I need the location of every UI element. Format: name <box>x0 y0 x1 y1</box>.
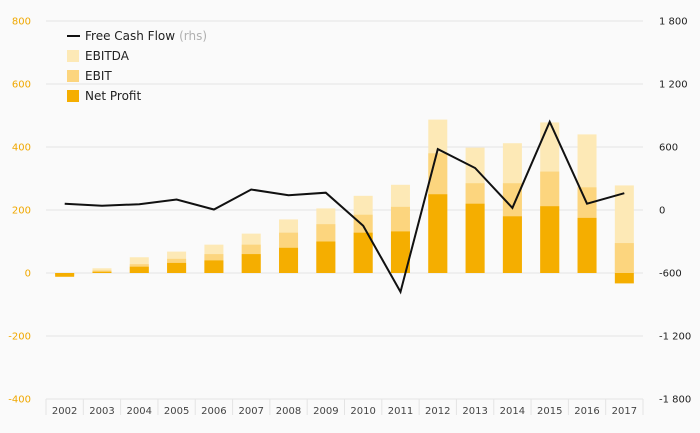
legend-label-text: Free Cash Flow <box>85 29 175 43</box>
x-tick-label: 2005 <box>164 406 189 417</box>
line-free-cash-flow <box>64 119 625 295</box>
bar-net-profit <box>465 203 485 273</box>
x-tick-label: 2011 <box>388 406 413 417</box>
bar-net-profit <box>353 232 373 273</box>
y-left-tick-label: 200 <box>12 206 31 217</box>
legend-label: Free Cash Flow (rhs) <box>85 29 207 43</box>
bar-net-profit <box>241 254 261 273</box>
bar-net-profit <box>428 194 448 273</box>
legend-marker-swatch <box>67 70 79 82</box>
legend-label-suffix: (rhs) <box>179 29 207 43</box>
y-right-tick-label: -1 800 <box>659 395 691 406</box>
y-right-tick-label: 1 800 <box>659 17 688 28</box>
legend-label: Net Profit <box>85 89 141 103</box>
bar-net-profit <box>55 273 75 277</box>
x-tick-label: 2003 <box>89 406 114 417</box>
legend-label-text: EBITDA <box>85 49 130 63</box>
x-tick-label: 2017 <box>612 406 637 417</box>
bar-net-profit <box>167 262 187 273</box>
y-left-tick-label: 0 <box>25 269 31 280</box>
bar-net-profit <box>502 216 522 273</box>
x-tick-label: 2008 <box>276 406 301 417</box>
bar-net-profit <box>316 241 336 273</box>
y-right-tick-label: 1 200 <box>659 80 688 91</box>
legend-marker-swatch <box>67 50 79 62</box>
y-left-tick-label: 600 <box>12 80 31 91</box>
x-tick-label: 2004 <box>127 406 152 417</box>
y-right-tick-label: 0 <box>659 206 665 217</box>
x-tick-label: 2006 <box>201 406 226 417</box>
legend-label: EBITDA <box>85 49 130 63</box>
bar-net-profit <box>390 231 410 273</box>
y-right-tick-label: -1 200 <box>659 332 691 343</box>
y-left-tick-label: -200 <box>8 332 31 343</box>
legend-label: EBIT <box>85 69 112 83</box>
x-tick-label: 2009 <box>313 406 338 417</box>
x-tick-label: 2013 <box>462 406 487 417</box>
y-left-tick-label: -400 <box>8 395 31 406</box>
bar-net-profit <box>577 217 597 273</box>
x-tick-label: 2012 <box>425 406 450 417</box>
legend-label-text: EBIT <box>85 69 112 83</box>
bar-net-profit <box>279 247 299 273</box>
bar-net-profit <box>614 273 634 284</box>
y-left-tick-label: 400 <box>12 143 31 154</box>
legend-label-text: Net Profit <box>85 89 141 103</box>
x-tick-label: 2002 <box>52 406 77 417</box>
y-left-tick-label: 800 <box>12 17 31 28</box>
bar-net-profit <box>204 260 224 273</box>
x-tick-label: 2015 <box>537 406 562 417</box>
y-right-tick-label: -600 <box>659 269 682 280</box>
x-tick-label: 2016 <box>574 406 599 417</box>
bar-net-profit <box>92 271 112 273</box>
y-right-tick-label: 600 <box>659 143 678 154</box>
bar-ebit <box>614 243 634 273</box>
bar-net-profit <box>540 206 560 273</box>
x-tick-label: 2007 <box>238 406 263 417</box>
legend-marker-swatch <box>67 90 79 102</box>
bar-net-profit <box>129 266 149 273</box>
x-tick-label: 2010 <box>350 406 375 417</box>
x-tick-label: 2014 <box>500 406 525 417</box>
